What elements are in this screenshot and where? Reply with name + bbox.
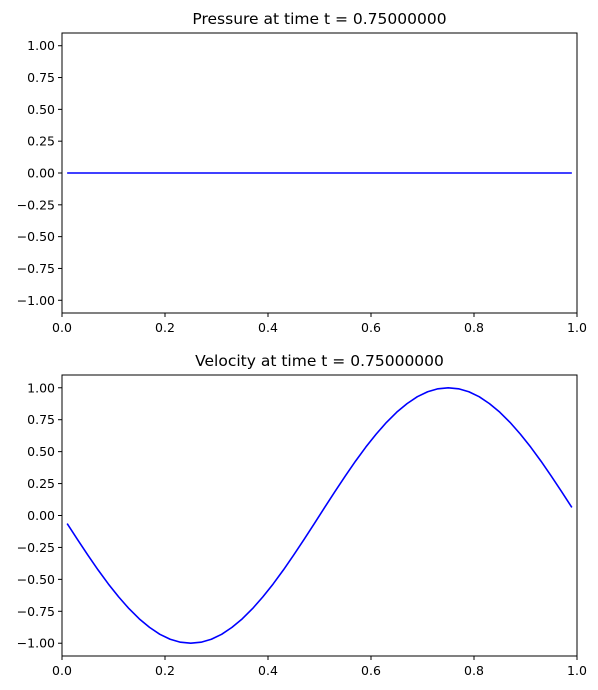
- pressure-chart-y-tick-label: −0.75: [17, 261, 55, 276]
- velocity-chart-axes: 0.0 0.2 0.4 0.6 0.8 1.0 −1.00 −0.75 −0.50 −0.25 0.…: [17, 380, 587, 678]
- velocity-chart-marks: [66, 386, 573, 645]
- velocity-chart-x-tick-label: 0.8: [464, 663, 484, 678]
- velocity-chart-y-tick-label: −1.00: [17, 636, 55, 651]
- velocity-chart-y-tick-label: −0.75: [17, 604, 55, 619]
- velocity-chart-y-tick-label: 1.00: [27, 380, 55, 395]
- pressure-chart-x-tick-label: 0.8: [464, 320, 484, 335]
- pressure-chart-axes: 0.0 0.2 0.4 0.6 0.8 1.0 −1.00 −0.75 −0.50 −0.25 0.…: [17, 38, 587, 335]
- velocity-chart-y-tick-label: 0.00: [27, 508, 55, 523]
- velocity-chart: Velocity at time t = 0.75000000 0.0 0.2 0.…: [17, 352, 587, 678]
- pressure-chart-y-tick-label: 0.75: [27, 70, 55, 85]
- pressure-chart-y-tick-label: 0.50: [27, 102, 55, 117]
- velocity-chart-series-line-0: [66, 386, 573, 645]
- pressure-chart-x-tick-label: 0.6: [361, 320, 381, 335]
- pressure-chart-y-tick-label: 1.00: [27, 38, 55, 53]
- velocity-chart-x-tick-label: 0.0: [52, 663, 72, 678]
- velocity-chart-x-tick-label: 0.6: [361, 663, 381, 678]
- pressure-chart-y-tick-label: −0.25: [17, 197, 55, 212]
- velocity-chart-y-tick-label: 0.50: [27, 444, 55, 459]
- velocity-chart-x-tick-label: 1.0: [567, 663, 587, 678]
- pressure-chart-x-tick-label: 0.2: [155, 320, 175, 335]
- pressure-chart-y-tick-label: −1.00: [17, 293, 55, 308]
- velocity-chart-title: Velocity at time t = 0.75000000: [195, 352, 444, 370]
- pressure-chart-title: Pressure at time t = 0.75000000: [192, 10, 446, 28]
- pressure-chart-y-tick-label: −0.50: [17, 229, 55, 244]
- velocity-chart-x-tick-label: 0.2: [155, 663, 175, 678]
- velocity-chart-y-tick-label: −0.25: [17, 540, 55, 555]
- pressure-chart: Pressure at time t = 0.75000000 0.0 0.2 0.…: [17, 10, 587, 335]
- pressure-chart-x-tick-label: 0.0: [52, 320, 72, 335]
- velocity-chart-y-tick-label: 0.75: [27, 412, 55, 427]
- velocity-chart-y-tick-label: −0.50: [17, 572, 55, 587]
- pressure-chart-y-tick-label: 0.25: [27, 134, 55, 149]
- velocity-chart-y-tick-label: 0.25: [27, 476, 55, 491]
- pressure-chart-y-tick-label: 0.00: [27, 166, 55, 181]
- velocity-chart-x-tick-label: 0.4: [258, 663, 278, 678]
- pressure-chart-x-tick-label: 0.4: [258, 320, 278, 335]
- pressure-chart-x-tick-label: 1.0: [567, 320, 587, 335]
